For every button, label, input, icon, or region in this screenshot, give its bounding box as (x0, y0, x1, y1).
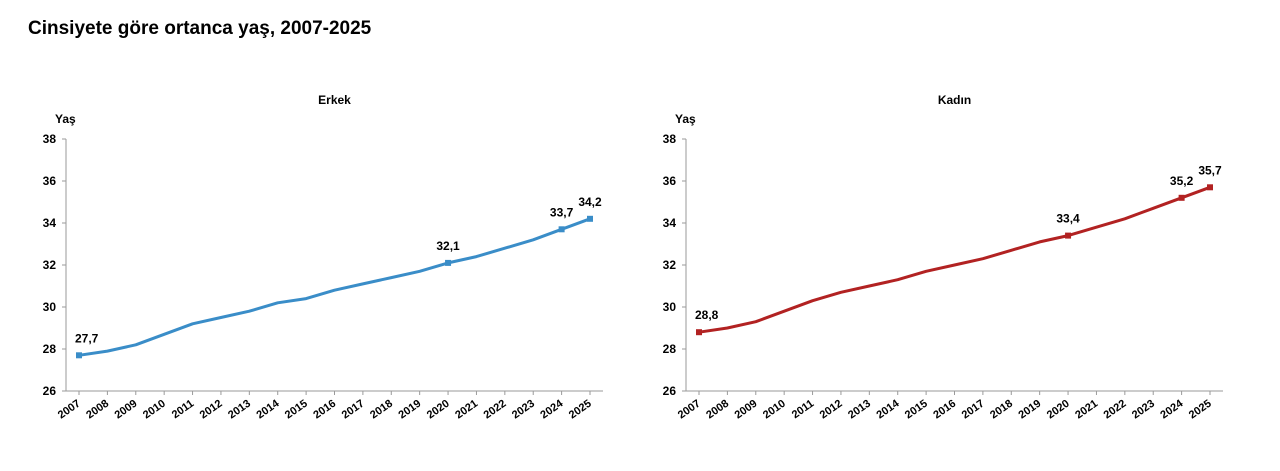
erkek-data-label-2007: 27,7 (75, 331, 99, 345)
kadin-x-tick-label: 2007 (676, 398, 703, 422)
erkek-y-tick-label: 26 (43, 384, 57, 398)
kadin-data-point-2024 (1178, 194, 1185, 201)
erkek-x-tick-label: 2012 (198, 398, 225, 422)
kadin-x-tick-label: 2025 (1187, 398, 1214, 422)
kadin-data-point-2020 (1065, 232, 1072, 239)
erkek-series-line (77, 217, 592, 357)
erkek-y-axis-label: Yaş (55, 112, 76, 126)
kadin-data-label-2025: 35,7 (1198, 163, 1222, 177)
erkek-x-tick-label: 2014 (255, 397, 283, 421)
erkek-x-tick-label: 2008 (84, 398, 111, 422)
kadin-title: Kadın (938, 93, 971, 107)
kadin-x-tick-label: 2015 (903, 398, 930, 422)
erkek-x-tick-label: 2019 (396, 398, 423, 422)
kadin-y-tick-label: 32 (663, 258, 677, 272)
kadin-x-tick-label: 2018 (988, 398, 1015, 422)
kadin-y-tick-label: 34 (663, 216, 677, 230)
page-title: Cinsiyete göre ortanca yaş, 2007-2025 (28, 18, 372, 39)
kadin-x-tick-label: 2016 (931, 398, 958, 422)
erkek-data-point-2007 (76, 352, 82, 359)
kadin-x-tick-label: 2014 (875, 397, 903, 421)
erkek-x-tick-label: 2025 (567, 398, 594, 422)
erkek-data-point-2025 (587, 215, 593, 222)
erkek-x-tick-label: 2024 (538, 397, 566, 421)
kadin-data-point-2025 (1207, 184, 1213, 191)
kadin-y-tick-label: 30 (663, 300, 677, 314)
erkek-data-label-2020: 32,1 (436, 239, 460, 253)
erkek-y-tick-label: 34 (43, 216, 57, 230)
erkek-x-tick-label: 2017 (340, 398, 367, 422)
erkek-x-tick-label: 2013 (226, 398, 253, 422)
kadin-x-tick-label: 2013 (846, 398, 873, 422)
erkek-y-tick-label: 38 (43, 132, 57, 146)
erkek-y-tick-label: 36 (43, 174, 57, 188)
erkek-x-tick-label: 2010 (141, 398, 168, 422)
kadin-y-tick-label: 26 (663, 384, 677, 398)
kadin-x-tick-label: 2020 (1045, 398, 1072, 422)
kadin-x-tick-label: 2011 (790, 398, 816, 422)
kadin-x-tick-label: 2019 (1016, 398, 1043, 422)
kadin-data-label-2020: 33,4 (1056, 212, 1080, 226)
erkek-x-tick-label: 2021 (453, 398, 480, 422)
kadin-data-point-2007 (696, 329, 702, 336)
erkek-x-tick-label: 2018 (368, 398, 395, 422)
kadin-x-tick-label: 2012 (818, 398, 845, 422)
kadin-x-tick-label: 2009 (733, 398, 760, 422)
kadin-x-tick-label: 2023 (1130, 398, 1157, 422)
erkek-data-point-2024 (558, 226, 565, 233)
erkek-title: Erkek (318, 93, 351, 107)
kadin-y-tick-label: 36 (663, 174, 677, 188)
kadin-y-tick-label: 38 (663, 132, 677, 146)
kadin-data-label-2007: 28,8 (695, 308, 719, 322)
kadin-x-tick-label: 2010 (761, 398, 788, 422)
erkek-x-tick-label: 2015 (283, 398, 310, 422)
kadin-x-tick-label: 2024 (1158, 397, 1186, 421)
kadin-data-label-2024: 35,2 (1170, 174, 1194, 188)
erkek-y-tick-label: 28 (43, 342, 57, 356)
kadin-y-axis-label: Yaş (675, 112, 696, 126)
erkek-x-tick-label: 2023 (510, 398, 537, 422)
erkek-x-tick-label: 2009 (113, 398, 140, 422)
erkek-x-tick-label: 2011 (170, 398, 196, 422)
erkek-x-tick-label: 2020 (425, 398, 452, 422)
kadin-x-tick-label: 2022 (1102, 398, 1129, 422)
kadin-x-tick-label: 2017 (960, 398, 987, 422)
erkek-y-tick-label: 30 (43, 300, 57, 314)
kadin-x-tick-label: 2008 (704, 398, 731, 422)
kadin-series-line (697, 185, 1212, 334)
erkek-data-point-2020 (445, 259, 452, 266)
erkek-x-tick-label: 2016 (311, 398, 338, 422)
erkek-x-tick-label: 2022 (482, 398, 509, 422)
erkek-data-label-2025: 34,2 (578, 195, 602, 209)
erkek-x-tick-label: 2007 (56, 398, 83, 422)
erkek-data-label-2024: 33,7 (550, 205, 574, 219)
erkek-y-tick-label: 32 (43, 258, 57, 272)
kadin-x-tick-label: 2021 (1073, 398, 1100, 422)
kadin-y-tick-label: 28 (663, 342, 677, 356)
